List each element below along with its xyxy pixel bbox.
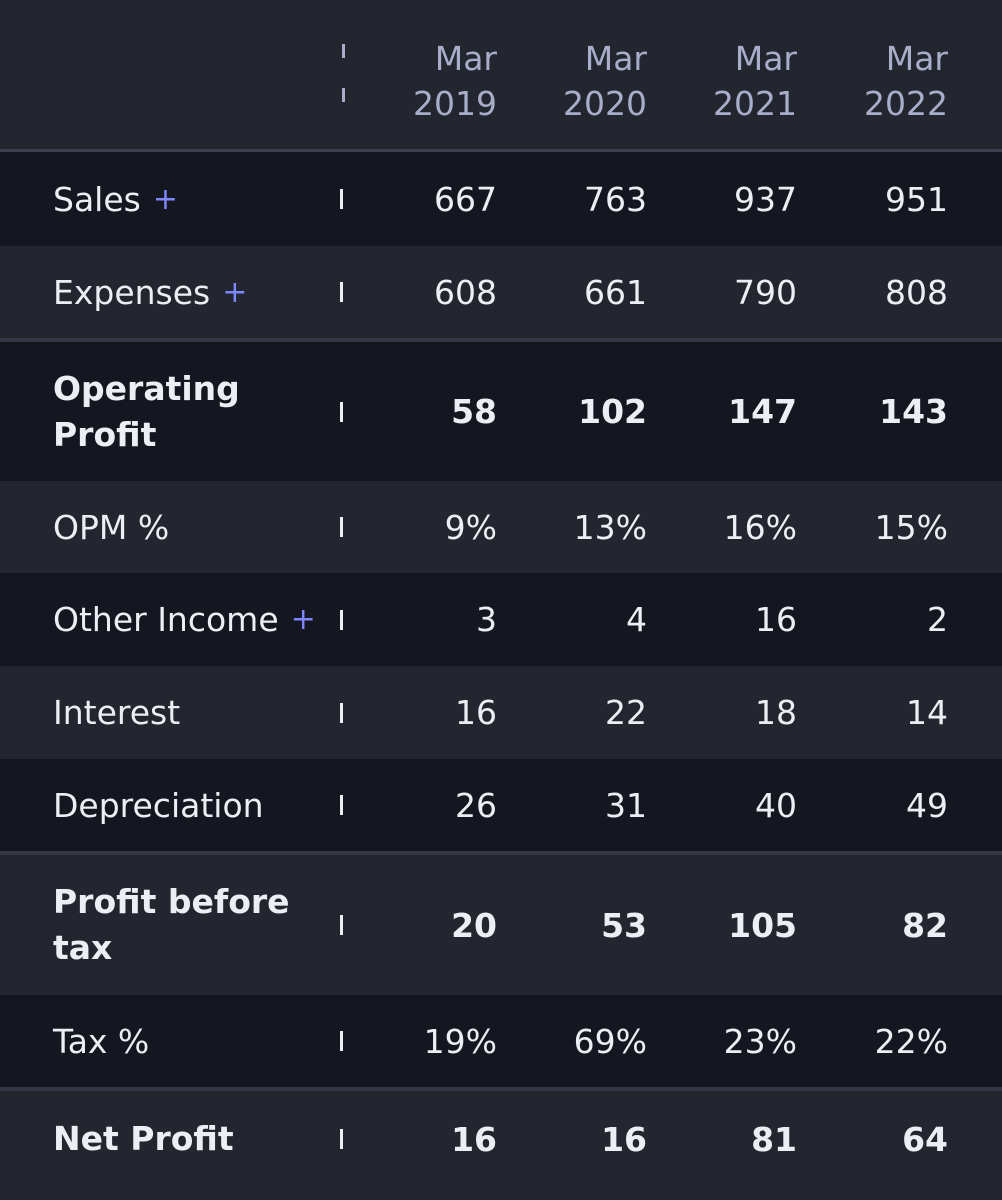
- column-header: Mar 2022: [798, 36, 948, 126]
- clipped-previous-value: [340, 666, 346, 759]
- table-row-profit-before-tax: Profit before tax 20 53 105 82: [0, 851, 1002, 995]
- clipped-previous-value: [340, 342, 346, 481]
- value-cell: 102: [578, 392, 647, 431]
- value-cell: 667: [434, 179, 497, 219]
- expand-plus-icon[interactable]: +: [290, 602, 316, 637]
- value-cell: 13%: [573, 507, 647, 547]
- table-row-interest: Interest 16 22 18 14: [0, 666, 1002, 759]
- value-cell: 790: [734, 272, 797, 312]
- table-row-depreciation: Depreciation 26 31 40 49: [0, 759, 1002, 851]
- value-cell: 23%: [723, 1021, 797, 1061]
- table-row-net-profit: Net Profit 16 16 81 64: [0, 1087, 1002, 1187]
- value-cell: 143: [879, 392, 948, 431]
- expand-plus-icon[interactable]: +: [222, 274, 248, 310]
- row-label: OPM %: [53, 481, 169, 573]
- value-cell: 4: [626, 600, 647, 639]
- value-cell: 31: [605, 785, 647, 825]
- table-header: Mar 2019 Mar 2020 Mar 2021 Mar 2022: [0, 0, 1002, 150]
- row-label: Depreciation: [53, 759, 264, 851]
- value-cell: 16: [451, 1119, 497, 1159]
- clipped-previous-value: [340, 1091, 346, 1187]
- expand-plus-icon[interactable]: +: [152, 181, 178, 217]
- table-row-expenses[interactable]: Expenses +608 661 790 808: [0, 246, 1002, 338]
- value-cell: 763: [584, 179, 647, 219]
- column-year: 2021: [713, 84, 797, 123]
- row-label-text: Interest: [53, 693, 181, 732]
- row-label[interactable]: Other Income +: [53, 573, 316, 666]
- row-label: Operating Profit: [53, 342, 313, 481]
- row-label[interactable]: Expenses +: [53, 246, 247, 338]
- value-cell: 16%: [723, 507, 797, 547]
- value-cell: 16: [455, 693, 497, 732]
- value-cell: 64: [902, 1119, 948, 1159]
- column-year: 2019: [413, 84, 497, 123]
- column-month: Mar: [734, 39, 797, 78]
- clipped-previous-value: [340, 246, 346, 338]
- clipped-previous-value: [340, 152, 346, 246]
- table-row-opm-percent: OPM % 9% 13% 16% 15%: [0, 481, 1002, 573]
- clipped-previous-column: [342, 44, 346, 114]
- row-label-text: Sales: [53, 179, 141, 219]
- value-cell: 53: [601, 905, 647, 945]
- value-cell: 937: [734, 179, 797, 219]
- header-divider: [0, 149, 1002, 152]
- clipped-previous-value: [340, 759, 346, 851]
- value-cell: 3: [476, 600, 497, 639]
- row-label-text: Depreciation: [53, 785, 264, 825]
- value-cell: 661: [584, 272, 647, 312]
- row-label: Interest: [53, 666, 180, 759]
- column-header: Mar 2019: [347, 36, 497, 126]
- row-label-text: Profit before tax: [53, 882, 290, 967]
- value-cell: 22%: [874, 1021, 948, 1061]
- value-cell: 49: [906, 785, 948, 825]
- row-label: Tax %: [53, 995, 149, 1087]
- column-month: Mar: [885, 39, 948, 78]
- row-label[interactable]: Sales +: [53, 152, 178, 246]
- value-cell: 2: [927, 600, 948, 639]
- column-header: Mar 2021: [647, 36, 797, 126]
- column-year: 2020: [563, 84, 647, 123]
- value-cell: 18: [755, 693, 797, 732]
- table-row-tax-percent: Tax % 19% 69% 23% 22%: [0, 995, 1002, 1087]
- value-cell: 9%: [444, 507, 497, 547]
- value-cell: 608: [434, 272, 497, 312]
- column-year: 2022: [864, 84, 948, 123]
- row-label-text: Other Income: [53, 600, 279, 639]
- value-cell: 14: [906, 693, 948, 732]
- value-cell: 951: [885, 179, 948, 219]
- value-cell: 82: [902, 905, 948, 945]
- table-row-operating-profit: Operating Profit 58 102 147 143: [0, 338, 1002, 481]
- clipped-previous-value: [340, 481, 346, 573]
- value-cell: 40: [755, 785, 797, 825]
- value-cell: 58: [451, 392, 497, 431]
- row-label-text: Tax %: [53, 1021, 150, 1061]
- value-cell: 808: [885, 272, 948, 312]
- row-label: Net Profit: [53, 1091, 313, 1187]
- table-row-sales[interactable]: Sales +667 763 937 951: [0, 152, 1002, 246]
- clipped-previous-value: [340, 573, 346, 666]
- value-cell: 15%: [874, 507, 948, 547]
- value-cell: 105: [728, 905, 797, 945]
- value-cell: 69%: [573, 1021, 647, 1061]
- value-cell: 16: [755, 600, 797, 639]
- column-header: Mar 2020: [497, 36, 647, 126]
- value-cell: 22: [605, 693, 647, 732]
- row-label-text: Expenses: [53, 272, 211, 312]
- column-month: Mar: [434, 39, 497, 78]
- row-label: Profit before tax: [53, 855, 313, 995]
- value-cell: 16: [601, 1119, 647, 1159]
- clipped-previous-value: [340, 995, 346, 1087]
- row-label-text: Operating Profit: [53, 368, 240, 454]
- clipped-previous-value: [340, 855, 346, 995]
- value-cell: 19%: [423, 1021, 497, 1061]
- table-row-other-income[interactable]: Other Income +3 4 16 2: [0, 573, 1002, 666]
- value-cell: 81: [751, 1119, 797, 1159]
- value-cell: 147: [728, 392, 797, 431]
- row-label-text: Net Profit: [53, 1119, 234, 1158]
- value-cell: 20: [451, 905, 497, 945]
- row-label-text: OPM %: [53, 507, 170, 547]
- column-month: Mar: [584, 39, 647, 78]
- value-cell: 26: [455, 785, 497, 825]
